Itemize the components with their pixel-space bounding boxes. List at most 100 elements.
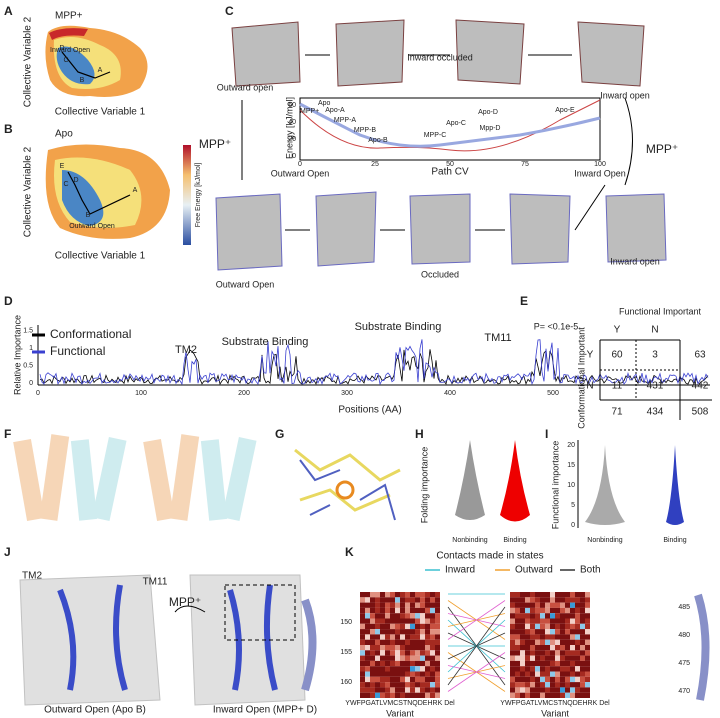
- heat-cell: [555, 592, 560, 598]
- heat-cell: [375, 655, 380, 661]
- heat-cell: [540, 682, 545, 688]
- heat-cell: [365, 607, 370, 614]
- heat-cell: [375, 660, 380, 667]
- heat-cell: [550, 671, 555, 677]
- heat-cell: [415, 629, 420, 635]
- heat-cell: [555, 666, 560, 672]
- heat-cell: [430, 639, 435, 645]
- axis-label: Energy [kJ/mol]: [284, 97, 294, 159]
- heat-cell: [515, 602, 520, 608]
- heat-cell: [410, 613, 415, 619]
- heat-cell: [435, 639, 440, 645]
- heat-cell: [530, 607, 535, 614]
- heat-cell: [555, 660, 560, 667]
- heat-cell: [385, 660, 390, 667]
- heat-cell: [510, 623, 515, 630]
- heat-cell: [380, 687, 385, 693]
- heat-cell: [510, 629, 515, 635]
- heat-cell: [555, 623, 560, 630]
- heat-cell: [540, 687, 545, 693]
- heat-cell: [365, 655, 370, 661]
- heat-cell: [435, 613, 440, 619]
- heat-cell: [550, 650, 555, 656]
- heat-cell: [535, 597, 540, 603]
- heat-cell: [420, 687, 425, 693]
- heat-cell: [575, 629, 580, 635]
- heat-cell: [420, 676, 425, 683]
- protein: [215, 193, 283, 271]
- heat-cell: [565, 607, 570, 614]
- heat-cell: [530, 676, 535, 683]
- heat-cell: [360, 607, 365, 614]
- heat-cell: [535, 623, 540, 630]
- heat-cell: [430, 682, 435, 688]
- state-label: A: [133, 187, 138, 194]
- heat-cell: [560, 650, 565, 656]
- heat-cell: [580, 682, 585, 688]
- heat-cell: [435, 629, 440, 635]
- heat-cell: [390, 623, 395, 630]
- heat-cell: [390, 687, 395, 693]
- heat-cell: [430, 655, 435, 661]
- heat-cell: [405, 607, 410, 614]
- heat-cell: [550, 618, 555, 624]
- helix-label: TM2: [22, 571, 42, 582]
- heat-cell: [395, 666, 400, 672]
- x-tick-label: 200: [238, 390, 250, 397]
- heat-cell: [560, 592, 565, 598]
- heat-cell: [365, 602, 370, 608]
- y-tick-label: 10: [567, 482, 575, 489]
- heat-cell: [535, 660, 540, 667]
- protein: [455, 19, 525, 85]
- heat-cell: [420, 682, 425, 688]
- heat-cell: [585, 597, 590, 603]
- heat-cell: [395, 682, 400, 688]
- heat-cell: [405, 597, 410, 603]
- heat-cell: [420, 671, 425, 677]
- heat-cell: [560, 660, 565, 667]
- legend-label: Functional: [50, 344, 105, 358]
- heat-cell: [575, 666, 580, 672]
- heat-cell: [395, 650, 400, 656]
- heat-cell: [430, 618, 435, 624]
- heat-cell: [545, 629, 550, 635]
- heat-cell: [360, 687, 365, 693]
- heat-cell: [555, 639, 560, 645]
- heat-cell: [425, 660, 430, 667]
- heat-cell: [515, 682, 520, 688]
- heat-cell: [390, 607, 395, 614]
- heat-cell: [580, 655, 585, 661]
- heat-cell: [525, 607, 530, 614]
- heat-cell: [380, 682, 385, 688]
- heat-cell: [385, 618, 390, 624]
- heat-cell: [410, 597, 415, 603]
- annotation: TM2: [175, 344, 197, 356]
- arrow: [624, 97, 633, 186]
- heat-cell: [585, 607, 590, 614]
- state-label: Outward open: [217, 82, 274, 92]
- heat-cell: [510, 655, 515, 661]
- heat-cell: [400, 671, 405, 677]
- heat-cell: [585, 618, 590, 624]
- heat-cell: [510, 671, 515, 677]
- heat-cell: [385, 655, 390, 661]
- heat-cell: [550, 645, 555, 651]
- x-tick-label: Nonbinding: [587, 537, 623, 544]
- heat-cell: [515, 660, 520, 667]
- heat-cell: [370, 597, 375, 603]
- heat-cell: [425, 623, 430, 630]
- heat-cell: [585, 650, 590, 656]
- protein: [335, 19, 405, 87]
- state-label: C: [63, 57, 68, 64]
- col-label: N: [651, 325, 658, 336]
- heat-cell: [510, 650, 515, 656]
- heat-cell: [520, 692, 525, 698]
- heat-cell: [555, 645, 560, 651]
- heat-cell: [375, 629, 380, 635]
- heat-cell: [365, 692, 370, 698]
- heat-cell: [515, 634, 520, 640]
- heat-cell: [540, 671, 545, 677]
- x-tick-label: Binding: [503, 537, 526, 544]
- heat-cell: [420, 660, 425, 667]
- heat-cell: [420, 645, 425, 651]
